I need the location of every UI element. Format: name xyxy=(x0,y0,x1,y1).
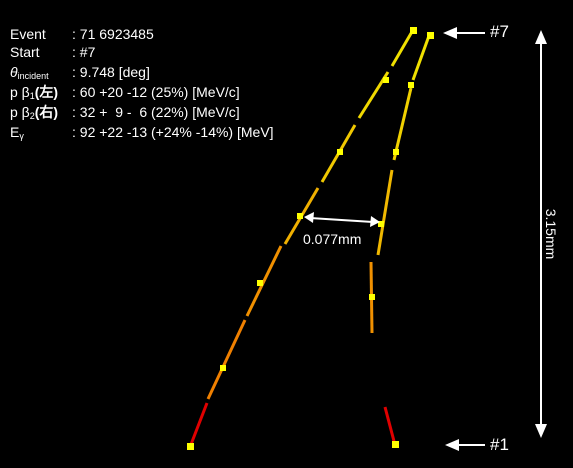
row-label: Eγ xyxy=(10,124,24,142)
grain xyxy=(427,32,434,39)
row-label: Event xyxy=(10,26,46,42)
track-segment xyxy=(411,32,432,81)
arrow-head xyxy=(445,439,459,451)
grain xyxy=(408,82,414,88)
grain xyxy=(393,149,399,155)
arrow-head xyxy=(304,212,314,223)
row-value: : 71 6923485 xyxy=(72,26,154,42)
value: : #7 xyxy=(72,44,96,60)
label: Start xyxy=(10,44,40,60)
value: : 9.748 [deg] xyxy=(72,64,150,80)
separation-text: 0.077mm xyxy=(303,231,361,247)
row-label: p β2(右) xyxy=(10,104,58,122)
row-label: p β1(左) xyxy=(10,84,58,102)
track-segment xyxy=(245,245,283,317)
value: : 32 + 9 - 6 (22%) [MeV/c] xyxy=(72,104,240,120)
value: : 60 +20 -12 (25%) [MeV/c] xyxy=(72,84,240,100)
separation-arrow xyxy=(309,217,374,223)
value: : 92 +22 -13 (+24% -14%) [MeV] xyxy=(72,124,274,140)
subscript: γ xyxy=(19,131,24,141)
label: θ xyxy=(10,64,18,80)
info-panel: Event : 71 6923485 Start : #7 θincident : 9.7… xyxy=(10,26,274,142)
track-segment xyxy=(392,87,413,161)
subscript: 2 xyxy=(30,111,35,121)
grain xyxy=(369,294,375,300)
grain xyxy=(337,149,343,155)
bottom-text: #1 xyxy=(490,435,509,454)
length-text: 3.15mm xyxy=(543,209,559,260)
arrow-head xyxy=(370,216,380,227)
row-label: θincident xyxy=(10,64,49,82)
top-text: #7 xyxy=(490,22,509,41)
row-value: : 32 + 9 - 6 (22%) [MeV/c] xyxy=(72,104,240,120)
grain xyxy=(257,280,263,286)
grains xyxy=(187,27,434,450)
row-label: Start xyxy=(10,44,40,60)
subscript: 1 xyxy=(30,91,35,101)
track-segment xyxy=(206,319,247,400)
row-value: : 92 +22 -13 (+24% -14%) [MeV] xyxy=(72,124,274,140)
arrow-head xyxy=(535,30,547,44)
row-value: : 60 +20 -12 (25%) [MeV/c] xyxy=(72,84,240,100)
track-segment xyxy=(390,29,415,67)
track-segment xyxy=(376,169,394,256)
track-segment xyxy=(188,402,209,448)
subscript: incident xyxy=(18,71,50,81)
grain xyxy=(383,77,389,83)
row-value: : #7 xyxy=(72,44,96,60)
suffix: (左) xyxy=(35,84,58,100)
label: p β xyxy=(10,84,30,100)
separation-label: 0.077mm xyxy=(303,231,361,247)
track-segment xyxy=(383,406,397,446)
grain xyxy=(410,27,417,34)
arrows xyxy=(304,27,547,451)
value: : 71 6923485 xyxy=(72,26,154,42)
grain xyxy=(220,365,226,371)
row-value: : 9.748 [deg] xyxy=(72,64,150,80)
grain xyxy=(378,221,384,227)
grain xyxy=(297,213,303,219)
arrow-head xyxy=(535,424,547,438)
length-label: 3.15mm xyxy=(543,209,559,260)
label: p β xyxy=(10,104,30,120)
label: Event xyxy=(10,26,46,42)
grain xyxy=(392,441,399,448)
grain xyxy=(187,443,194,450)
top-label: #7 xyxy=(490,22,509,41)
bottom-label: #1 xyxy=(490,435,509,454)
label: E xyxy=(10,124,19,140)
tracks xyxy=(188,29,432,448)
suffix: (右) xyxy=(35,104,58,120)
arrow-head xyxy=(443,27,457,39)
